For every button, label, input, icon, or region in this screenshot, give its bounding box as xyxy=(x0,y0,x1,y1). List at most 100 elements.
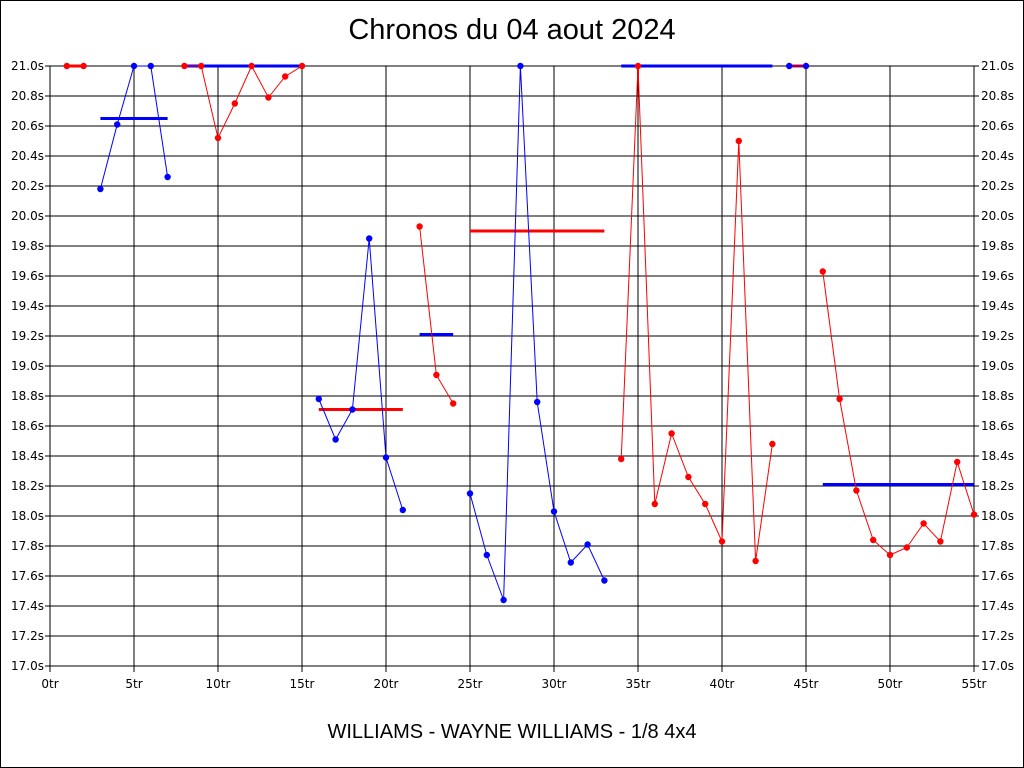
data-point xyxy=(651,500,658,508)
y-tick-label-left: 20.6s xyxy=(11,119,44,133)
y-tick-label-right: 17.8s xyxy=(981,539,1014,553)
data-point xyxy=(601,577,608,584)
y-tick-label-right: 19.8s xyxy=(981,239,1014,253)
data-point xyxy=(634,62,642,70)
y-tick-label-left: 17.8s xyxy=(11,539,44,553)
series-line xyxy=(620,65,773,562)
data-point xyxy=(181,62,188,70)
data-point xyxy=(450,400,457,407)
y-tick-label-right: 20.0s xyxy=(981,209,1014,223)
data-point xyxy=(366,235,373,242)
data-point xyxy=(802,62,810,70)
y-tick-label-right: 18.6s xyxy=(981,419,1014,433)
x-tick-label: 0tr xyxy=(41,677,58,691)
data-point xyxy=(130,62,138,70)
data-point xyxy=(483,551,490,559)
data-point xyxy=(433,371,440,379)
y-tick-label-right: 17.2s xyxy=(981,629,1014,643)
y-tick-label-left: 17.0s xyxy=(11,659,44,673)
data-point xyxy=(198,62,205,70)
x-tick-label: 10tr xyxy=(206,677,231,691)
data-point xyxy=(870,536,877,544)
data-point xyxy=(970,511,978,518)
y-tick-label-left: 17.2s xyxy=(11,629,44,643)
data-point xyxy=(315,395,322,403)
y-tick-label-left: 21.0s xyxy=(11,59,44,73)
x-tick-label: 35tr xyxy=(626,677,651,691)
data-point xyxy=(114,121,121,128)
data-point xyxy=(685,473,692,481)
data-point xyxy=(164,173,171,181)
y-tick-label-left: 18.8s xyxy=(11,389,44,403)
y-tick-label-right: 20.6s xyxy=(981,119,1014,133)
series-line xyxy=(822,271,975,556)
x-tick-label: 45tr xyxy=(794,677,819,691)
y-tick-labels-left: 17.0s 17.2s 17.4s 17.6s 17.8s 18.0s 18.2s 18.4s… xyxy=(11,59,44,673)
y-tick-label-left: 18.0s xyxy=(11,509,44,523)
y-tick-labels-right: 17.0s 17.2s 17.4s 17.6s 17.8s 18.0s 18.2s 18.4s… xyxy=(981,59,1014,673)
data-point xyxy=(349,406,356,413)
series-line xyxy=(318,238,404,511)
x-tick-label: 15tr xyxy=(290,677,315,691)
y-tick-label-right: 19.2s xyxy=(981,329,1014,343)
y-tick-label-right: 20.4s xyxy=(981,149,1014,163)
y-tick-label-left: 17.6s xyxy=(11,569,44,583)
data-point xyxy=(282,73,289,80)
chart-title: Chronos du 04 aout 2024 xyxy=(348,14,676,46)
data-point xyxy=(298,62,306,70)
y-tick-label-left: 19.0s xyxy=(11,359,44,373)
data-point xyxy=(618,455,625,463)
series-lines xyxy=(66,64,975,601)
y-tick-label-right: 19.0s xyxy=(981,359,1014,373)
series-line xyxy=(184,64,303,140)
y-tick-label-left: 19.6s xyxy=(11,269,44,283)
data-point xyxy=(466,490,474,497)
data-point xyxy=(853,487,860,494)
y-tick-label-right: 19.6s xyxy=(981,269,1014,283)
data-point xyxy=(147,62,154,70)
y-tick-label-left: 18.2s xyxy=(11,479,44,493)
y-tick-label-left: 17.4s xyxy=(11,599,44,613)
y-tick-label-right: 20.2s xyxy=(981,179,1014,193)
y-tick-label-right: 20.8s xyxy=(981,89,1014,103)
data-point xyxy=(702,500,709,508)
data-point xyxy=(786,62,793,70)
y-tick-label-right: 21.0s xyxy=(981,59,1014,73)
y-tick-label-left: 19.2s xyxy=(11,329,44,343)
data-point xyxy=(668,430,675,437)
data-point xyxy=(214,134,222,142)
chart-subtitle: WILLIAMS - WAYNE WILLIAMS - 1/8 4x4 xyxy=(327,721,697,743)
data-point xyxy=(920,520,927,527)
data-point xyxy=(399,506,406,514)
y-tick-label-left: 20.4s xyxy=(11,149,44,163)
series-line xyxy=(469,65,605,601)
data-point xyxy=(903,544,910,551)
x-tick-labels: 0tr 5tr 10tr 15tr 20tr 25tr 30tr 35tr 40tr 45tr 50… xyxy=(41,677,986,691)
data-point xyxy=(382,454,390,461)
data-point xyxy=(819,268,826,275)
y-tick-label-left: 19.4s xyxy=(11,299,44,313)
x-tick-label: 55tr xyxy=(962,677,987,691)
data-point xyxy=(332,436,339,443)
x-tick-label: 50tr xyxy=(878,677,903,691)
x-tick-label: 20tr xyxy=(374,677,399,691)
x-tick-label: 25tr xyxy=(458,677,483,691)
average-lines xyxy=(66,64,974,486)
data-point xyxy=(836,395,843,403)
y-tick-label-right: 17.4s xyxy=(981,599,1014,613)
data-point xyxy=(584,541,591,548)
data-point xyxy=(248,62,255,70)
y-tick-label-right: 18.2s xyxy=(981,479,1014,493)
data-point xyxy=(954,458,961,466)
y-tick-label-left: 20.0s xyxy=(11,209,44,223)
x-tick-label: 40tr xyxy=(710,677,735,691)
y-tick-label-left: 18.4s xyxy=(11,449,44,463)
data-point xyxy=(97,185,104,193)
grid xyxy=(45,65,979,672)
y-tick-label-right: 17.0s xyxy=(981,659,1014,673)
y-tick-label-left: 18.6s xyxy=(11,419,44,433)
y-tick-label-left: 20.8s xyxy=(11,89,44,103)
data-point xyxy=(718,538,726,545)
